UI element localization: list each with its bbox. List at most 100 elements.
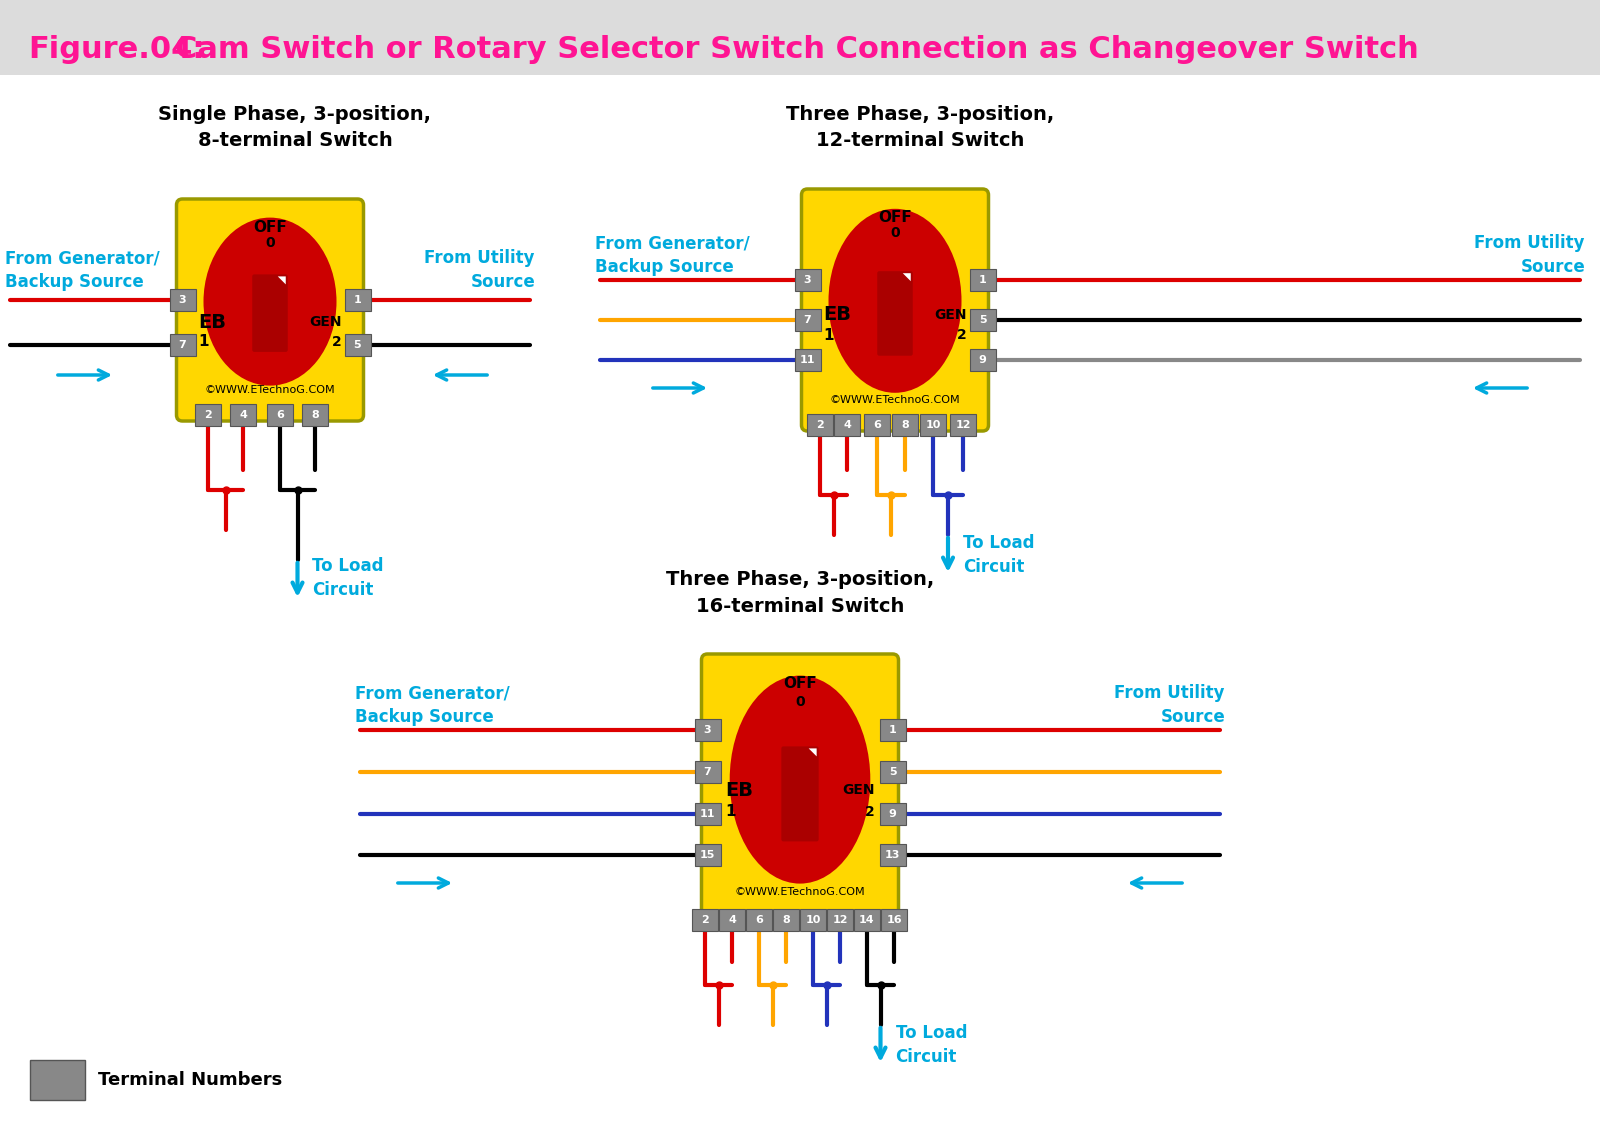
Text: 6: 6 xyxy=(874,420,882,430)
Bar xyxy=(30,1060,85,1099)
FancyBboxPatch shape xyxy=(694,803,720,825)
Text: 11: 11 xyxy=(800,355,816,365)
Text: 5: 5 xyxy=(354,340,362,350)
FancyBboxPatch shape xyxy=(970,349,995,371)
FancyBboxPatch shape xyxy=(893,414,918,435)
Text: Terminal Numbers: Terminal Numbers xyxy=(98,1071,282,1089)
FancyBboxPatch shape xyxy=(701,654,899,926)
Text: From Utility
Source: From Utility Source xyxy=(1115,684,1226,725)
Text: 8: 8 xyxy=(310,410,318,420)
FancyBboxPatch shape xyxy=(795,349,821,371)
FancyBboxPatch shape xyxy=(827,908,853,931)
Text: ©WWW.ETechnoG.COM: ©WWW.ETechnoG.COM xyxy=(734,887,866,897)
FancyBboxPatch shape xyxy=(718,908,746,931)
Text: 3: 3 xyxy=(803,275,811,285)
Text: From Generator/
Backup Source: From Generator/ Backup Source xyxy=(595,234,750,276)
FancyBboxPatch shape xyxy=(880,761,906,783)
Polygon shape xyxy=(808,748,816,756)
FancyBboxPatch shape xyxy=(795,309,821,331)
FancyBboxPatch shape xyxy=(691,908,718,931)
Text: 14: 14 xyxy=(859,915,875,926)
Polygon shape xyxy=(902,273,910,281)
Ellipse shape xyxy=(730,675,870,883)
FancyBboxPatch shape xyxy=(694,761,720,783)
Text: ©WWW.ETechnoG.COM: ©WWW.ETechnoG.COM xyxy=(830,395,960,405)
Text: OFF: OFF xyxy=(253,219,286,234)
Text: 2: 2 xyxy=(205,410,211,420)
Text: 6: 6 xyxy=(755,915,763,926)
Text: 9: 9 xyxy=(979,355,987,365)
Text: EB: EB xyxy=(198,313,227,332)
FancyBboxPatch shape xyxy=(170,289,195,312)
Text: GEN: GEN xyxy=(309,315,341,329)
Text: To Load
Circuit: To Load Circuit xyxy=(312,557,384,599)
FancyBboxPatch shape xyxy=(877,272,912,356)
FancyBboxPatch shape xyxy=(834,414,861,435)
Text: 1: 1 xyxy=(198,334,210,349)
Text: 8: 8 xyxy=(901,420,909,430)
Text: Three Phase, 3-position,
16-terminal Switch: Three Phase, 3-position, 16-terminal Swi… xyxy=(666,570,934,615)
FancyBboxPatch shape xyxy=(195,404,221,426)
FancyBboxPatch shape xyxy=(882,908,907,931)
Text: 0: 0 xyxy=(795,695,805,709)
Text: 5: 5 xyxy=(979,315,986,325)
Text: From Utility
Source: From Utility Source xyxy=(424,249,534,291)
FancyBboxPatch shape xyxy=(950,414,976,435)
FancyBboxPatch shape xyxy=(795,269,821,291)
FancyBboxPatch shape xyxy=(880,844,906,866)
Text: From Generator/
Backup Source: From Generator/ Backup Source xyxy=(355,684,510,725)
FancyBboxPatch shape xyxy=(267,404,293,426)
FancyBboxPatch shape xyxy=(800,908,826,931)
Text: 6: 6 xyxy=(277,410,283,420)
Text: 5: 5 xyxy=(888,767,896,777)
FancyBboxPatch shape xyxy=(781,746,819,841)
Text: Cam Switch or Rotary Selector Switch Connection as Changeover Switch: Cam Switch or Rotary Selector Switch Con… xyxy=(174,35,1419,65)
FancyBboxPatch shape xyxy=(694,719,720,741)
Text: 2: 2 xyxy=(957,327,966,342)
FancyBboxPatch shape xyxy=(802,189,989,431)
Text: EB: EB xyxy=(824,306,851,324)
Text: 1: 1 xyxy=(725,805,736,820)
FancyBboxPatch shape xyxy=(694,844,720,866)
Text: GEN: GEN xyxy=(842,783,875,797)
Text: 7: 7 xyxy=(704,767,712,777)
Text: 0: 0 xyxy=(266,236,275,250)
Text: 3: 3 xyxy=(704,725,712,735)
Text: 12: 12 xyxy=(955,420,971,430)
Ellipse shape xyxy=(829,209,962,392)
Bar xyxy=(0,0,1600,75)
FancyBboxPatch shape xyxy=(806,414,834,435)
Text: 1: 1 xyxy=(354,294,362,305)
FancyBboxPatch shape xyxy=(746,908,771,931)
Text: OFF: OFF xyxy=(878,209,912,224)
Text: ©WWW.ETechnoG.COM: ©WWW.ETechnoG.COM xyxy=(205,385,336,395)
Text: 13: 13 xyxy=(885,850,901,860)
Text: Single Phase, 3-position,
8-terminal Switch: Single Phase, 3-position, 8-terminal Swi… xyxy=(158,105,432,150)
Text: 3: 3 xyxy=(179,294,186,305)
FancyBboxPatch shape xyxy=(920,414,946,435)
Text: 2: 2 xyxy=(701,915,709,926)
FancyBboxPatch shape xyxy=(170,334,195,356)
FancyBboxPatch shape xyxy=(230,404,256,426)
FancyBboxPatch shape xyxy=(854,908,880,931)
Text: 8: 8 xyxy=(782,915,790,926)
Text: OFF: OFF xyxy=(782,677,818,691)
Text: 1: 1 xyxy=(824,327,834,342)
Text: 10: 10 xyxy=(925,420,941,430)
Text: 4: 4 xyxy=(728,915,736,926)
Text: Three Phase, 3-position,
12-terminal Switch: Three Phase, 3-position, 12-terminal Swi… xyxy=(786,105,1054,150)
Text: 7: 7 xyxy=(179,340,186,350)
FancyBboxPatch shape xyxy=(773,908,798,931)
FancyBboxPatch shape xyxy=(344,334,371,356)
Text: Figure.04:: Figure.04: xyxy=(29,35,205,65)
Text: 2: 2 xyxy=(864,805,875,819)
Text: From Utility
Source: From Utility Source xyxy=(1475,234,1586,276)
Ellipse shape xyxy=(203,217,336,385)
FancyBboxPatch shape xyxy=(880,803,906,825)
Text: 4: 4 xyxy=(843,420,851,430)
Text: EB: EB xyxy=(725,780,754,799)
Text: To Load
Circuit: To Load Circuit xyxy=(963,534,1035,575)
Text: GEN: GEN xyxy=(934,308,966,322)
FancyBboxPatch shape xyxy=(970,309,995,331)
Text: From Generator/
Backup Source: From Generator/ Backup Source xyxy=(5,249,160,291)
